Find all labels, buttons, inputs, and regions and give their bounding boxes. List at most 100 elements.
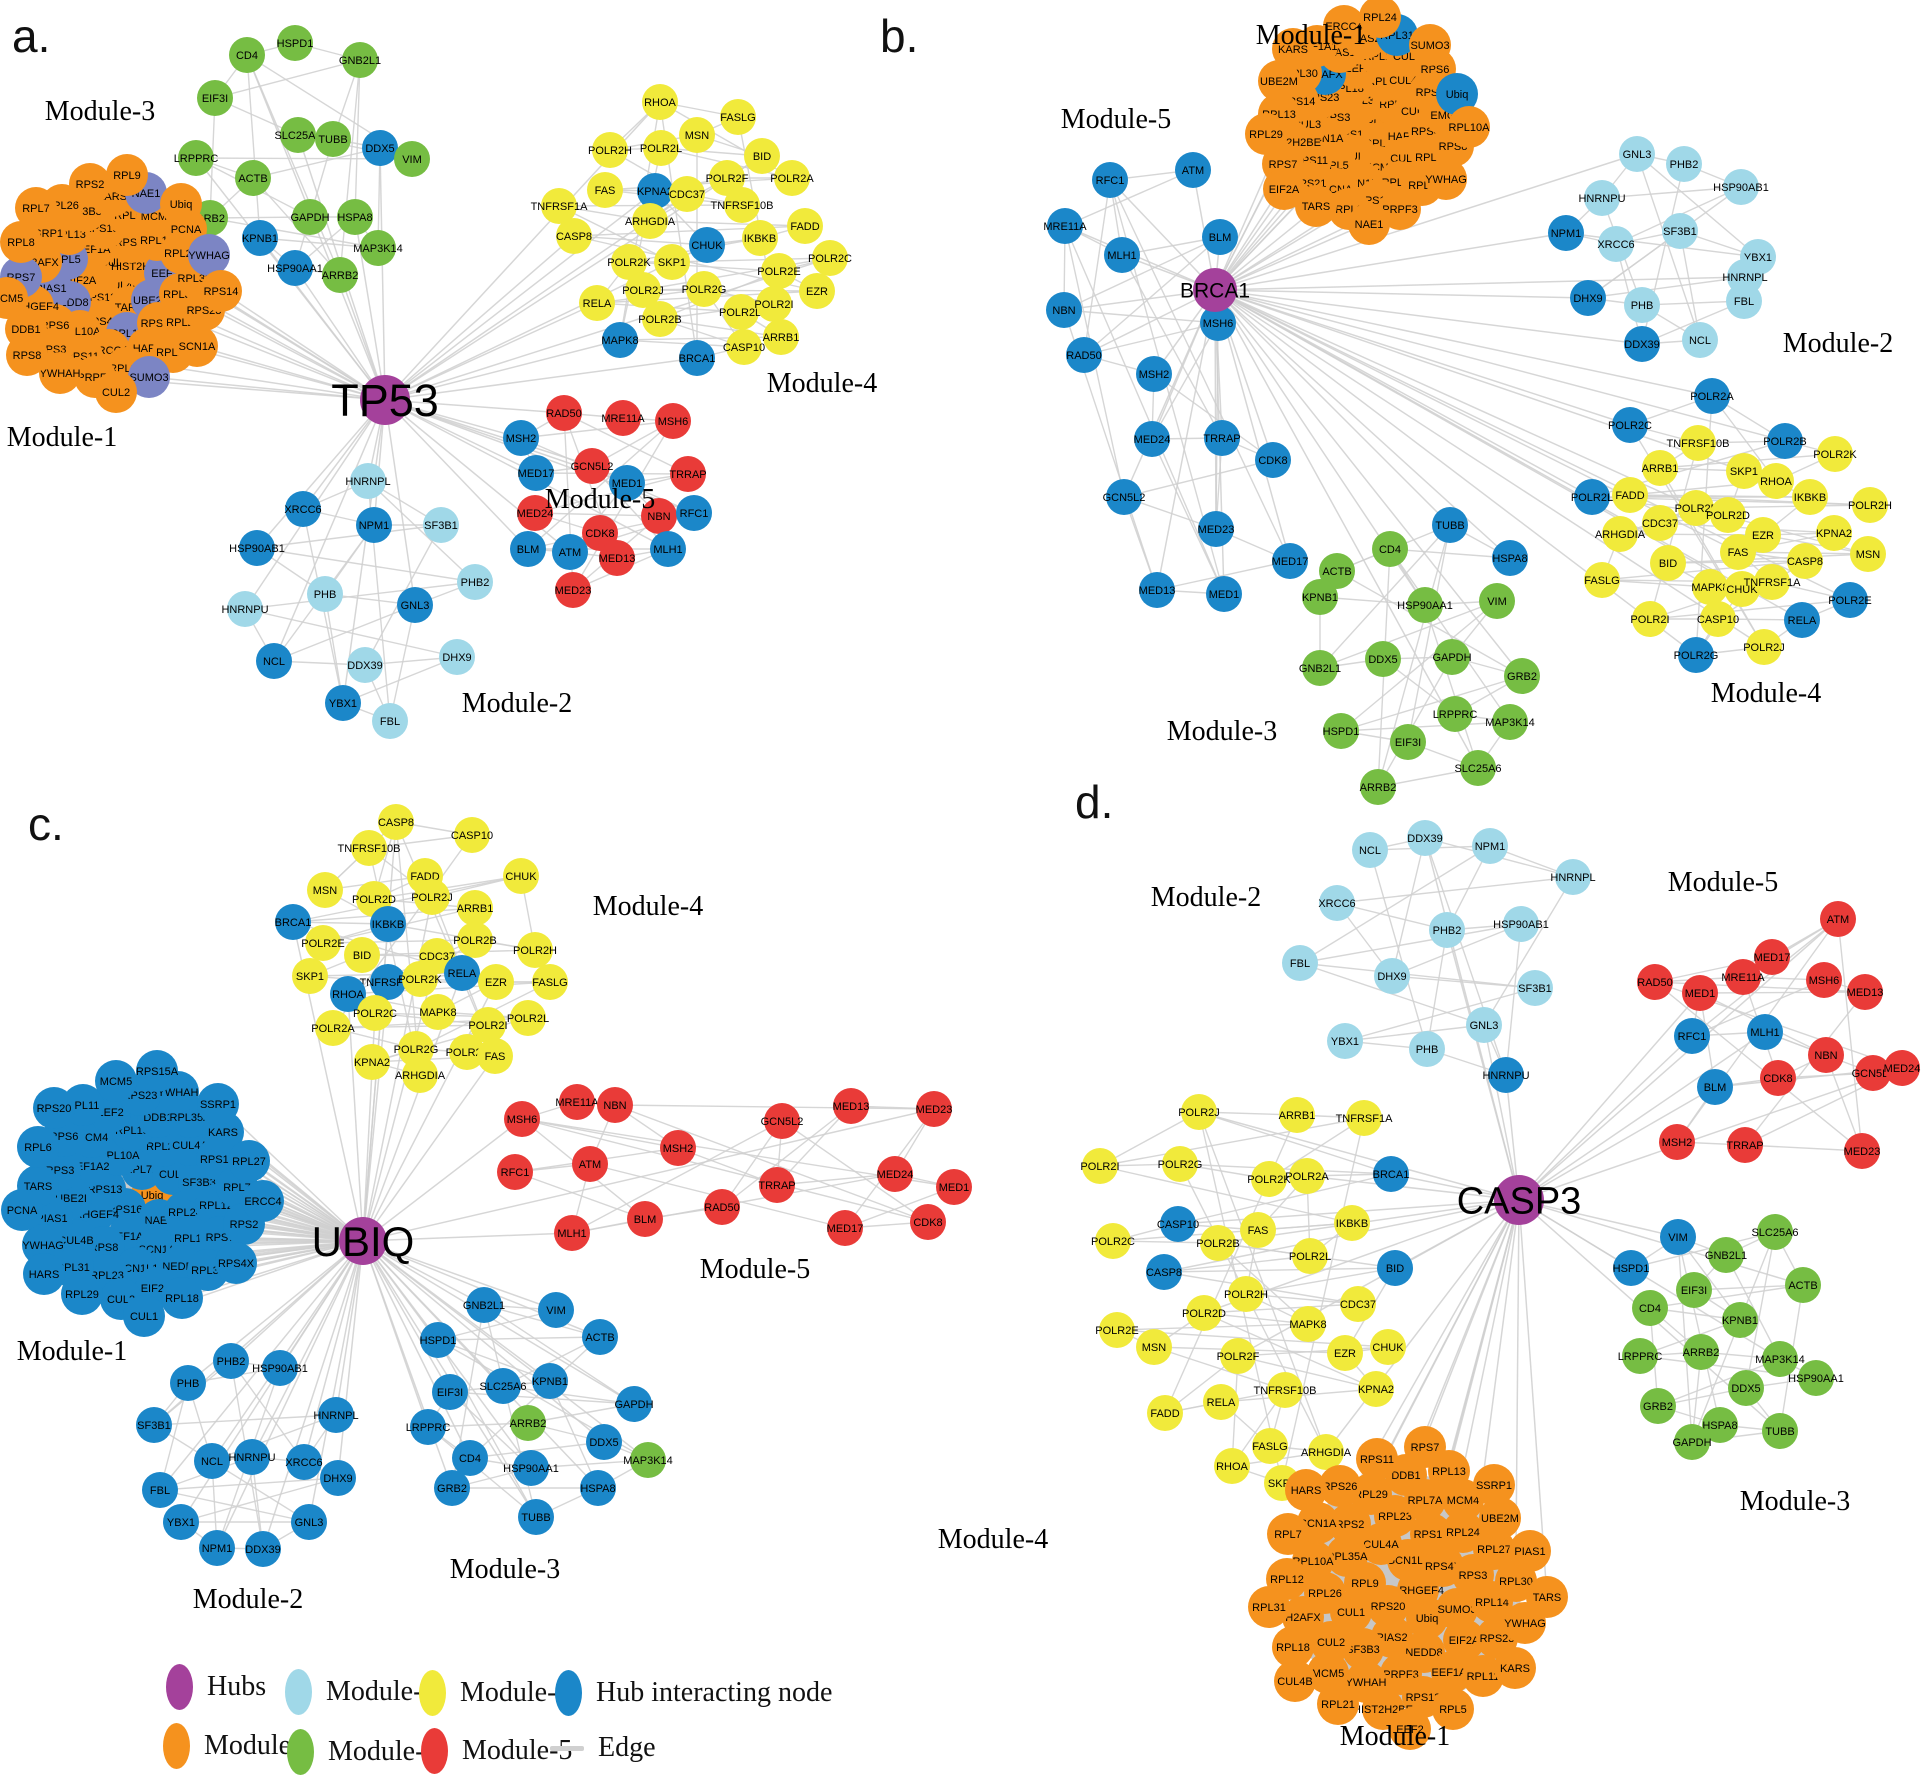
node-eif3i[interactable] xyxy=(1390,724,1426,760)
node-arrb2[interactable] xyxy=(510,1405,546,1441)
node-gnl3[interactable] xyxy=(1466,1007,1502,1043)
node-arhgdia[interactable] xyxy=(402,1057,438,1093)
node-polr2j[interactable] xyxy=(625,272,661,308)
node-hspa8[interactable] xyxy=(1702,1407,1738,1443)
node-nae1[interactable] xyxy=(1348,203,1390,245)
node-rpl18[interactable] xyxy=(1272,1626,1314,1668)
node-phb[interactable] xyxy=(307,576,343,612)
node-slc25a6[interactable] xyxy=(1757,1214,1793,1250)
node-tubb[interactable] xyxy=(1762,1413,1798,1449)
node-rps7[interactable] xyxy=(1404,1426,1446,1468)
node-tubb[interactable] xyxy=(1432,507,1468,543)
node-tnfrsf1a[interactable] xyxy=(370,964,406,1000)
hub-node-brca1[interactable] xyxy=(1193,268,1237,312)
node-rpl10a[interactable] xyxy=(1448,106,1490,148)
node-hars[interactable] xyxy=(1285,1469,1327,1511)
node-vim[interactable] xyxy=(1479,583,1515,619)
node-sf3b1[interactable] xyxy=(423,507,459,543)
node-casp8[interactable] xyxy=(378,804,414,840)
node-chuk[interactable] xyxy=(1370,1329,1406,1365)
node-kpna2[interactable] xyxy=(637,173,673,209)
node-gapdh[interactable] xyxy=(616,1386,652,1422)
node-rad50[interactable] xyxy=(546,395,582,431)
node-polr2j[interactable] xyxy=(1181,1094,1217,1130)
node-npm1[interactable] xyxy=(1472,828,1508,864)
node-rad50[interactable] xyxy=(1637,964,1673,1000)
node-ddx5[interactable] xyxy=(1728,1370,1764,1406)
node-xrcc6[interactable] xyxy=(1598,226,1634,262)
node-mre11a[interactable] xyxy=(559,1084,595,1120)
node-phb2[interactable] xyxy=(457,564,493,600)
node-lrpprc[interactable] xyxy=(178,140,214,176)
node-mlh1[interactable] xyxy=(650,531,686,567)
node-vim[interactable] xyxy=(1660,1219,1696,1255)
node-polr2l[interactable] xyxy=(1292,1238,1328,1274)
node-rps8[interactable] xyxy=(6,334,48,376)
node-polr2j[interactable] xyxy=(1746,629,1782,665)
node-skp1[interactable] xyxy=(654,244,690,280)
node-skp1[interactable] xyxy=(292,958,328,994)
node-ddx5[interactable] xyxy=(362,130,398,166)
node-hsp90ab1[interactable] xyxy=(1503,906,1539,942)
node-cdc37[interactable] xyxy=(669,176,705,212)
node-ikbkb[interactable] xyxy=(742,220,778,256)
node-tnfrsf10b[interactable] xyxy=(1680,425,1716,461)
node-phb2[interactable] xyxy=(1429,912,1465,948)
node-dhx9[interactable] xyxy=(320,1460,356,1496)
node-ikbkb[interactable] xyxy=(1334,1205,1370,1241)
node-trrap[interactable] xyxy=(670,456,706,492)
node-ssrp1[interactable] xyxy=(197,1083,239,1125)
node-sumo3[interactable] xyxy=(128,356,170,398)
node-nbn[interactable] xyxy=(1808,1037,1844,1073)
node-lrpprc[interactable] xyxy=(1622,1338,1658,1374)
node-fadd[interactable] xyxy=(1612,477,1648,513)
node-phb[interactable] xyxy=(1409,1031,1445,1067)
node-ybx1[interactable] xyxy=(163,1504,199,1540)
node-cd4[interactable] xyxy=(452,1440,488,1476)
node-rps15a[interactable] xyxy=(136,1050,178,1092)
node-polr2g[interactable] xyxy=(686,271,722,307)
node-cdk8[interactable] xyxy=(910,1204,946,1240)
node-rpl7[interactable] xyxy=(1267,1513,1309,1555)
node-polr2h[interactable] xyxy=(1228,1276,1264,1312)
node-med1[interactable] xyxy=(936,1169,972,1205)
node-rela[interactable] xyxy=(1784,602,1820,638)
node-ube2m[interactable] xyxy=(1479,1497,1521,1539)
node-kpna2[interactable] xyxy=(354,1044,390,1080)
node-rela[interactable] xyxy=(1203,1384,1239,1420)
node-grb2[interactable] xyxy=(434,1470,470,1506)
node-polr2d[interactable] xyxy=(1186,1295,1222,1331)
node-blm[interactable] xyxy=(1697,1069,1733,1105)
node-hsp90aa1[interactable] xyxy=(513,1450,549,1486)
node-ddx39[interactable] xyxy=(1624,326,1660,362)
node-hnrnpl[interactable] xyxy=(1555,859,1591,895)
node-nbn[interactable] xyxy=(1046,292,1082,328)
node-arrb2[interactable] xyxy=(1360,769,1396,805)
node-xrcc6[interactable] xyxy=(285,491,321,527)
node-polr2c[interactable] xyxy=(1095,1223,1131,1259)
node-gnb2l1[interactable] xyxy=(466,1287,502,1323)
node-hnrnpu[interactable] xyxy=(227,591,263,627)
node-msn[interactable] xyxy=(1850,536,1886,572)
node-ncl[interactable] xyxy=(1682,322,1718,358)
node-ddx39[interactable] xyxy=(245,1531,281,1567)
node-blm[interactable] xyxy=(627,1201,663,1237)
node-polr2c[interactable] xyxy=(812,240,848,276)
node-eif3i[interactable] xyxy=(1676,1272,1712,1308)
node-sf3b3[interactable] xyxy=(1342,1628,1384,1670)
node-gcn5l2[interactable] xyxy=(1855,1055,1891,1091)
node-polr2k[interactable] xyxy=(402,961,438,997)
node-eef2[interactable] xyxy=(1389,1708,1431,1750)
node-kpnb1[interactable] xyxy=(532,1363,568,1399)
node-actb[interactable] xyxy=(582,1319,618,1355)
node-hspd1[interactable] xyxy=(420,1322,456,1358)
node-rfc1[interactable] xyxy=(1674,1018,1710,1054)
node-med17[interactable] xyxy=(827,1210,863,1246)
node-ubiq[interactable] xyxy=(160,183,202,225)
node-gnb2l1[interactable] xyxy=(1708,1237,1744,1273)
node-casp8[interactable] xyxy=(556,218,592,254)
node-actb[interactable] xyxy=(1785,1267,1821,1303)
node-fas[interactable] xyxy=(1720,534,1756,570)
node-eif2a[interactable] xyxy=(1263,168,1305,210)
node-cul2[interactable] xyxy=(95,371,137,413)
